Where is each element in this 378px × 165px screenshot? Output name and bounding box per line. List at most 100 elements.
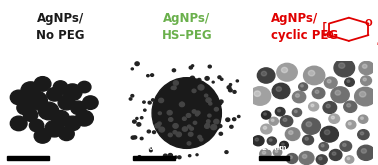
Circle shape bbox=[361, 117, 363, 119]
Circle shape bbox=[169, 118, 173, 121]
Circle shape bbox=[346, 120, 356, 129]
Circle shape bbox=[308, 70, 315, 76]
Circle shape bbox=[131, 95, 134, 97]
Circle shape bbox=[254, 91, 260, 96]
Circle shape bbox=[261, 71, 266, 76]
Circle shape bbox=[273, 148, 282, 156]
Circle shape bbox=[133, 136, 137, 139]
Circle shape bbox=[255, 138, 259, 141]
Circle shape bbox=[213, 122, 215, 124]
Circle shape bbox=[211, 125, 217, 130]
Circle shape bbox=[168, 154, 172, 157]
Circle shape bbox=[293, 91, 306, 103]
Circle shape bbox=[133, 120, 136, 123]
Circle shape bbox=[304, 66, 325, 85]
Circle shape bbox=[253, 136, 264, 146]
Circle shape bbox=[347, 157, 350, 160]
Circle shape bbox=[10, 90, 27, 105]
Circle shape bbox=[270, 139, 272, 141]
Circle shape bbox=[225, 151, 228, 153]
Circle shape bbox=[344, 101, 357, 112]
Circle shape bbox=[282, 143, 284, 145]
Circle shape bbox=[319, 157, 322, 160]
Circle shape bbox=[148, 101, 151, 104]
Circle shape bbox=[176, 132, 181, 137]
Bar bbox=[259, 156, 289, 160]
Circle shape bbox=[263, 126, 266, 129]
Circle shape bbox=[230, 125, 233, 128]
Circle shape bbox=[131, 136, 135, 139]
Circle shape bbox=[178, 156, 181, 159]
Circle shape bbox=[275, 150, 278, 152]
Circle shape bbox=[331, 116, 335, 119]
Circle shape bbox=[158, 112, 161, 115]
Circle shape bbox=[147, 75, 149, 77]
Circle shape bbox=[260, 149, 271, 159]
Circle shape bbox=[289, 131, 293, 134]
Circle shape bbox=[190, 76, 195, 80]
Circle shape bbox=[286, 154, 297, 164]
Text: AgNPs/
HS–PEG: AgNPs/ HS–PEG bbox=[161, 13, 212, 42]
Circle shape bbox=[75, 110, 93, 126]
Circle shape bbox=[140, 137, 143, 140]
Circle shape bbox=[342, 143, 346, 147]
Circle shape bbox=[324, 77, 337, 88]
Circle shape bbox=[45, 120, 64, 137]
Circle shape bbox=[229, 84, 232, 86]
Circle shape bbox=[363, 78, 366, 81]
Circle shape bbox=[332, 152, 336, 155]
Circle shape bbox=[205, 77, 209, 80]
Circle shape bbox=[282, 67, 288, 73]
Circle shape bbox=[26, 91, 47, 110]
Circle shape bbox=[198, 85, 204, 90]
Circle shape bbox=[329, 114, 339, 123]
Circle shape bbox=[21, 82, 40, 99]
Circle shape bbox=[358, 115, 368, 123]
Circle shape bbox=[177, 115, 180, 118]
Circle shape bbox=[172, 69, 175, 72]
Circle shape bbox=[357, 145, 375, 160]
Circle shape bbox=[187, 142, 191, 145]
Circle shape bbox=[359, 61, 374, 75]
Circle shape bbox=[361, 149, 366, 153]
Circle shape bbox=[323, 102, 337, 113]
Circle shape bbox=[203, 138, 206, 140]
Circle shape bbox=[175, 156, 177, 158]
Bar bbox=[133, 156, 175, 160]
Circle shape bbox=[208, 65, 211, 68]
Text: 20 nm: 20 nm bbox=[262, 146, 287, 151]
Circle shape bbox=[233, 91, 236, 93]
Circle shape bbox=[280, 116, 293, 127]
Circle shape bbox=[39, 102, 59, 120]
Circle shape bbox=[204, 94, 208, 97]
Circle shape bbox=[206, 123, 209, 126]
Circle shape bbox=[334, 59, 355, 77]
Circle shape bbox=[199, 118, 203, 122]
Circle shape bbox=[315, 90, 319, 93]
Circle shape bbox=[180, 102, 184, 107]
Circle shape bbox=[167, 138, 171, 141]
Circle shape bbox=[302, 154, 307, 158]
Circle shape bbox=[189, 132, 193, 136]
Circle shape bbox=[200, 138, 203, 141]
Circle shape bbox=[190, 127, 194, 130]
Circle shape bbox=[217, 109, 221, 113]
Circle shape bbox=[339, 63, 345, 68]
Circle shape bbox=[219, 100, 223, 103]
Circle shape bbox=[137, 123, 141, 126]
Circle shape bbox=[306, 122, 311, 127]
Circle shape bbox=[299, 83, 308, 91]
Circle shape bbox=[138, 156, 141, 158]
Circle shape bbox=[218, 76, 221, 79]
Circle shape bbox=[360, 132, 364, 135]
Circle shape bbox=[192, 89, 196, 93]
Circle shape bbox=[63, 84, 82, 100]
Circle shape bbox=[262, 111, 271, 119]
Circle shape bbox=[276, 87, 282, 91]
Circle shape bbox=[51, 110, 70, 126]
Circle shape bbox=[275, 108, 285, 116]
Circle shape bbox=[141, 117, 143, 119]
Circle shape bbox=[202, 95, 204, 97]
Circle shape bbox=[196, 125, 198, 127]
Circle shape bbox=[212, 95, 216, 98]
